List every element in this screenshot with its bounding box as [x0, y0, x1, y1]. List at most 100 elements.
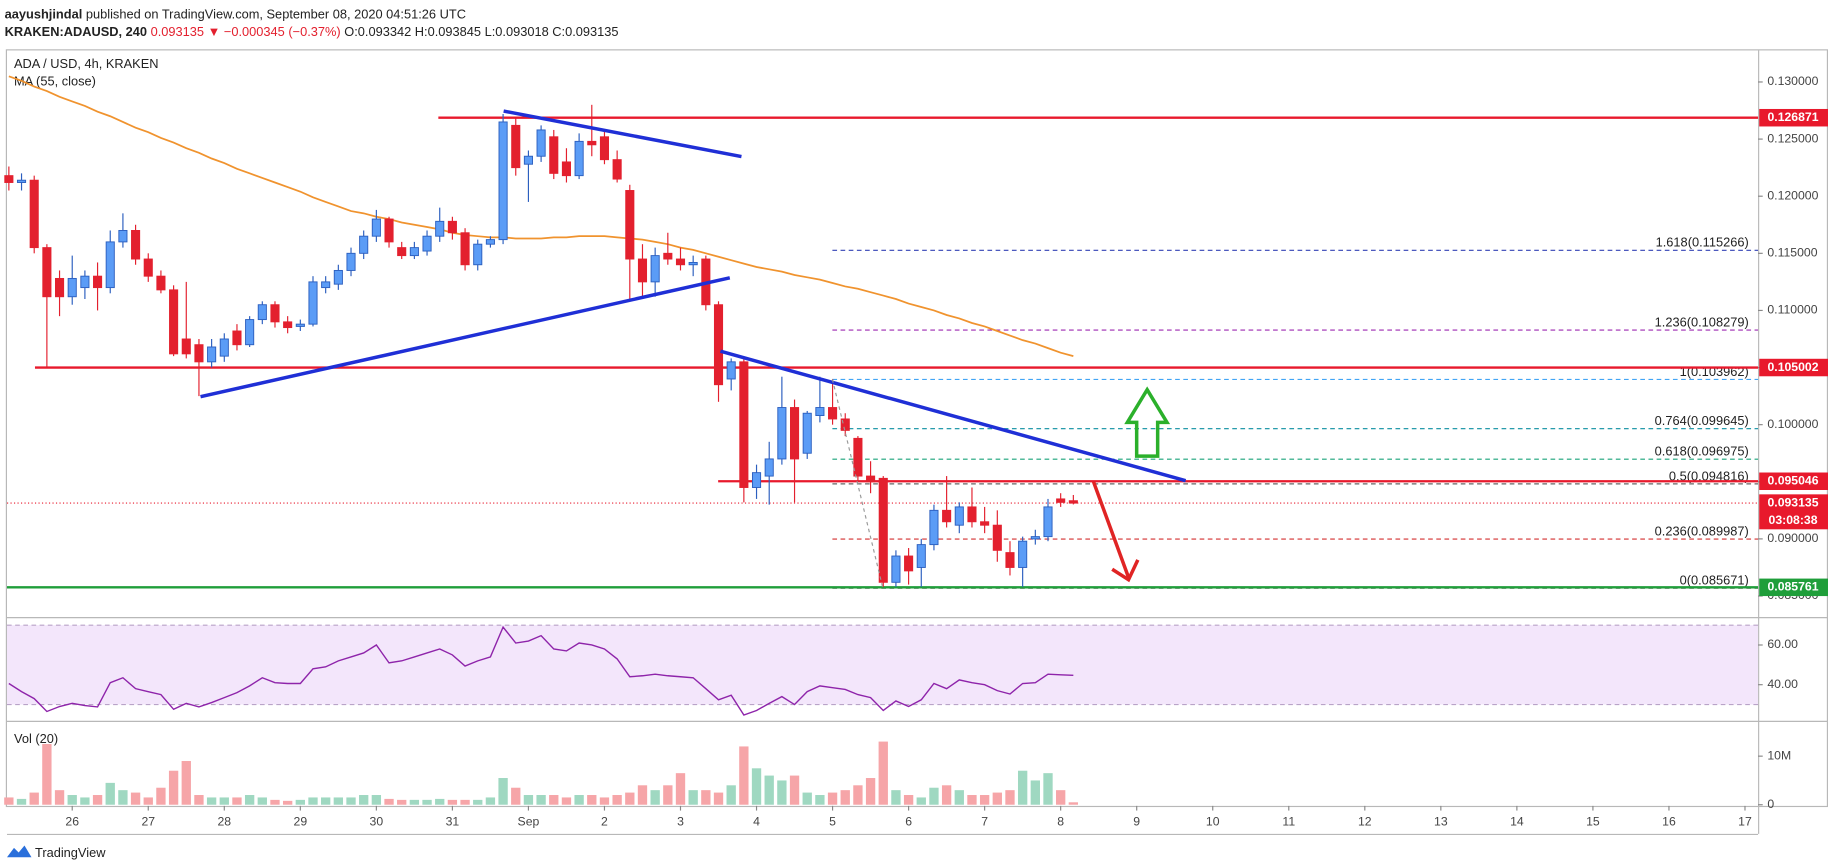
y-tick-label: 0.130000: [1767, 74, 1818, 88]
candle-body: [371, 218, 381, 237]
volume-bar: [865, 778, 876, 805]
candle-body: [359, 235, 369, 254]
frame: [5, 49, 1828, 808]
candle-body: [498, 121, 508, 241]
volume-bar: [54, 790, 65, 805]
candle-body: [295, 323, 305, 327]
candle-body: [980, 521, 990, 526]
volume-bar: [359, 795, 369, 805]
volume-bar: [777, 780, 787, 805]
volume-bar: [650, 790, 660, 805]
volume-bar: [536, 795, 546, 805]
volume-bar: [701, 790, 711, 805]
candle-body: [637, 258, 648, 283]
volume-bar: [371, 795, 382, 805]
candle-body: [777, 407, 787, 460]
candle-body: [713, 304, 724, 386]
volume-bar: [308, 797, 318, 805]
rsi-line: [8, 625, 1074, 716]
fib-label: 0.5(0.094816): [1669, 468, 1749, 483]
candle-body: [929, 509, 939, 546]
fib-anchor: [831, 379, 884, 587]
volume-bar: [561, 797, 572, 805]
change: ▼ −0.000345 (−0.37%): [204, 24, 341, 39]
candle-body: [1056, 498, 1066, 503]
candle-body: [1005, 552, 1015, 568]
volume-bar: [257, 797, 267, 805]
volume-bar: [637, 785, 648, 805]
logo: TradingView: [35, 845, 106, 860]
plot: 0.130000 0.125000 0.120000 0.115000 0.110000…: [4, 56, 1819, 828]
volume-bar: [333, 797, 344, 805]
candle-body: [815, 407, 825, 416]
level-tag: [1759, 472, 1828, 491]
volume-bar: [878, 741, 888, 805]
level-tag: [1759, 358, 1828, 377]
candle-body: [346, 252, 356, 271]
level-tag-label: 0.126871: [1768, 110, 1819, 124]
price-tags: 0.126871 0.105002 0.095046 0.085761 0.093135…: [1759, 108, 1828, 597]
candle-body: [549, 136, 559, 174]
candle-body: [118, 230, 128, 243]
fib-label: 1(0.103962): [1680, 364, 1749, 379]
x-tick-label: 6: [905, 814, 912, 828]
x-tick-label: 14: [1510, 814, 1524, 828]
candle-body: [764, 458, 774, 477]
volume-bar: [929, 787, 939, 805]
candle-body: [422, 235, 432, 252]
close: C:0.093135: [549, 24, 619, 39]
candle-body: [828, 407, 838, 420]
candle-body: [219, 338, 229, 357]
last-price-label: 0.093135: [1768, 495, 1819, 509]
x-tick-label: 29: [294, 814, 308, 828]
volume-bar: [688, 790, 698, 805]
volume-bar: [713, 792, 724, 805]
volume-bar: [244, 795, 255, 805]
trendline: [200, 276, 731, 399]
x-tick-label: 9: [1133, 814, 1140, 828]
volume-bar: [979, 795, 990, 805]
level-tag-label: 0.105002: [1768, 360, 1819, 374]
price: 0.093135: [147, 24, 204, 39]
y-tick-label: 0.090000: [1767, 531, 1818, 545]
rsi-band: [6, 625, 1759, 705]
x-tick-label: 8: [1057, 814, 1064, 828]
x-tick-label: 31: [446, 814, 460, 828]
level-tag: [1759, 108, 1828, 127]
candle-body: [384, 218, 394, 243]
x-tick-label: 28: [217, 814, 231, 828]
candle-body: [954, 506, 964, 526]
candle-body: [80, 275, 90, 289]
volume-bar: [282, 800, 293, 805]
x-tick-label: 15: [1586, 814, 1600, 828]
x-tick-label: 17: [1738, 814, 1752, 828]
volume-bar: [1056, 790, 1066, 805]
candle-body: [460, 232, 470, 266]
candle-body: [283, 321, 293, 329]
volume-bar: [16, 798, 27, 805]
author: aayushjindal: [5, 7, 83, 22]
level-tag-label: 0.085761: [1768, 580, 1819, 594]
candle-body: [853, 437, 863, 477]
candle-body: [232, 330, 242, 346]
volume-bar: [663, 785, 673, 805]
candle-body: [916, 544, 926, 568]
volume-bar: [599, 797, 610, 805]
volume-bar: [1005, 790, 1015, 805]
candle-body: [574, 140, 584, 177]
candle-body: [131, 230, 141, 260]
volume-bar: [447, 799, 458, 805]
candle-body: [473, 243, 483, 266]
volume-bar: [295, 799, 305, 805]
volume-bar: [916, 797, 926, 805]
candle-body: [561, 161, 571, 177]
candle-body: [447, 220, 457, 234]
volume-bar: [156, 787, 166, 805]
volume-bar: [511, 787, 521, 805]
volume-bar: [764, 775, 774, 805]
candle-body: [333, 269, 343, 285]
volume-bar: [675, 773, 686, 805]
volume-bar: [42, 744, 52, 805]
candle-body: [612, 159, 622, 180]
